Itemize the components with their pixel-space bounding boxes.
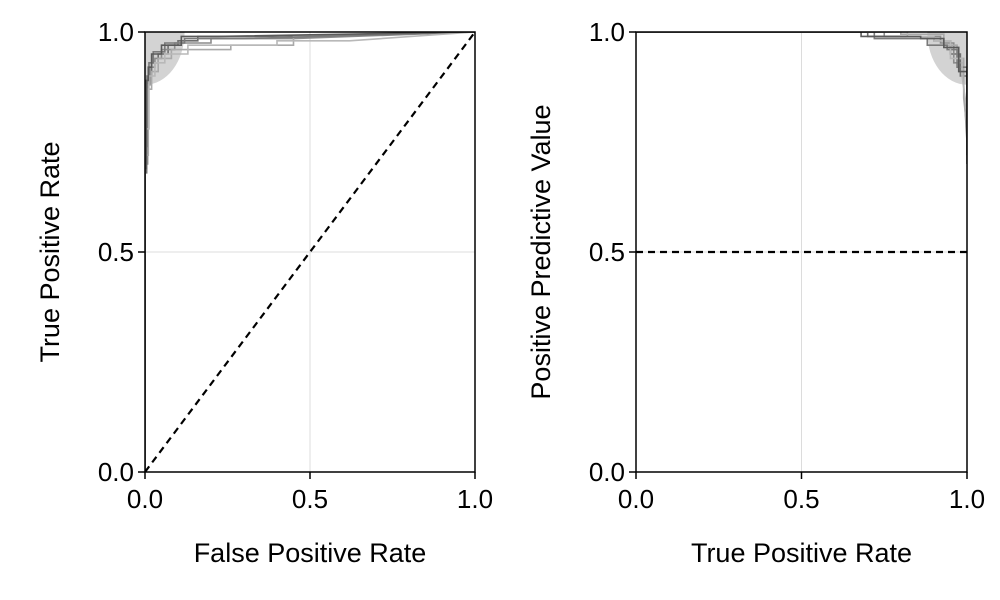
chart-1-y-tick-label-2: 1.0 xyxy=(589,17,625,47)
chart-0-plot-area xyxy=(145,32,475,472)
chart-0-x-tick-label-2: 1.0 xyxy=(457,484,493,514)
precision-recall-chart: 0.0 0.5 1.0 0.0 0.5 1.0 True Positive Rate Posi… xyxy=(526,17,985,568)
chart-1-y-tick-label-0: 0.0 xyxy=(589,457,625,487)
chart-0-x-axis-label: False Positive Rate xyxy=(194,538,427,568)
chart-1-x-axis-label: True Positive Rate xyxy=(691,538,912,568)
chart-0-reference-line xyxy=(145,32,475,472)
chart-1-x-tick-label-0: 0.0 xyxy=(618,484,654,514)
chart-0-x-tick-label-0: 0.0 xyxy=(127,484,163,514)
chart-1-plot-area xyxy=(636,32,967,254)
chart-0-y-axis-label: True Positive Rate xyxy=(35,141,65,362)
chart-1-x-tick-label-1: 0.5 xyxy=(783,484,819,514)
roc-chart: 0.0 0.5 1.0 0.0 0.5 1.0 False Positive Rate Tru… xyxy=(35,17,493,568)
chart-1-y-tick-label-1: 0.5 xyxy=(589,237,625,267)
chart-1-y-axis-label: Positive Predictive Value xyxy=(526,104,556,399)
chart-0-y-tick-label-2: 1.0 xyxy=(98,17,134,47)
chart-0-curve-5 xyxy=(145,32,475,472)
chart-0-curve-6 xyxy=(145,32,475,472)
chart-1-x-tick-label-2: 1.0 xyxy=(949,484,985,514)
chart-0-y-tick-label-1: 0.5 xyxy=(98,237,134,267)
chart-1-curve-5 xyxy=(636,32,967,112)
chart-0-y-tick-label-0: 0.0 xyxy=(98,457,134,487)
chart-1-curve-6 xyxy=(636,32,967,164)
chart-0-x-tick-label-1: 0.5 xyxy=(292,484,328,514)
